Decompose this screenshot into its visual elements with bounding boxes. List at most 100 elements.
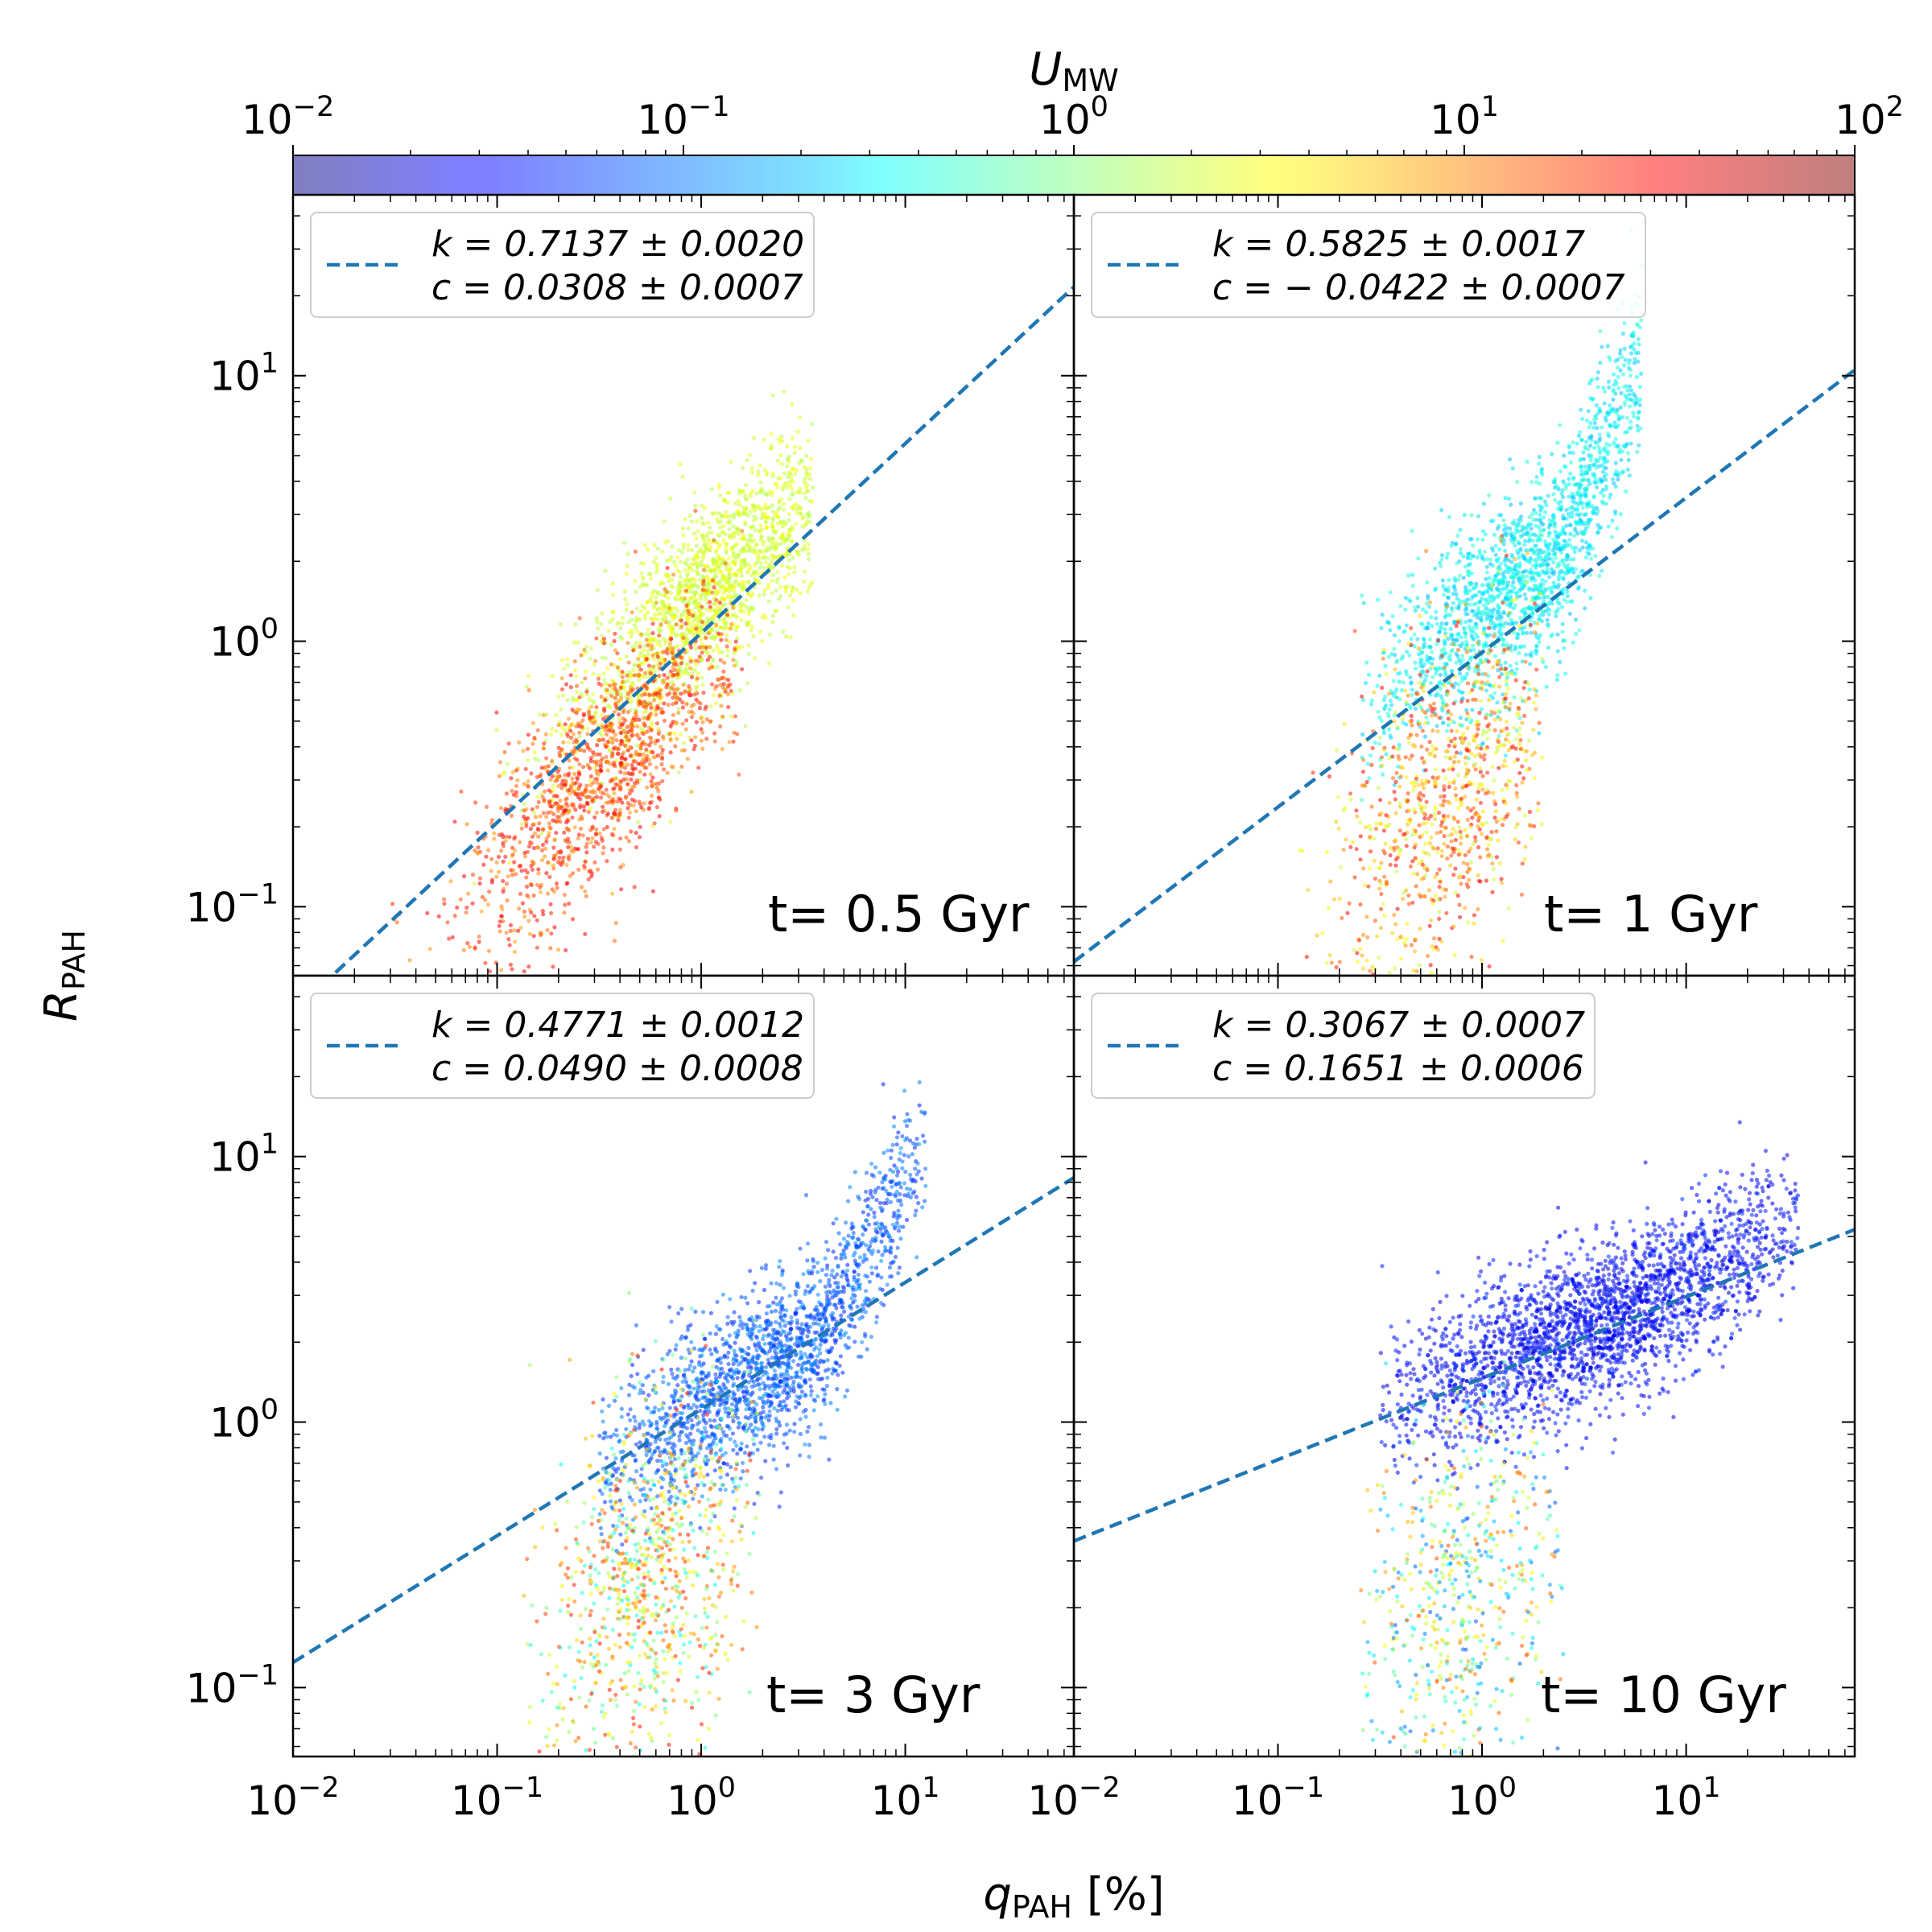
- scatter-point: [766, 583, 770, 587]
- scatter-point: [781, 630, 785, 634]
- scatter-point: [637, 678, 641, 682]
- scatter-point: [1538, 529, 1542, 533]
- scatter-point: [611, 778, 615, 782]
- scatter-point: [541, 828, 545, 832]
- scatter-point: [1530, 578, 1534, 582]
- scatter-point: [507, 741, 511, 745]
- scatter-point: [1595, 403, 1599, 407]
- scatter-point: [1551, 560, 1555, 564]
- scatter-point: [1510, 584, 1514, 588]
- scatter-point: [1561, 622, 1565, 626]
- scatter-point: [502, 860, 506, 864]
- scatter-point: [1587, 544, 1591, 548]
- scatter-point: [1455, 654, 1459, 658]
- scatter-point: [737, 489, 741, 493]
- scatter-point: [477, 845, 481, 849]
- scatter-point: [466, 892, 470, 896]
- scatter-point: [1517, 523, 1521, 527]
- scatter-point: [555, 713, 559, 717]
- scatter-point: [1404, 755, 1408, 759]
- scatter-point: [762, 588, 766, 592]
- scatter-point: [1515, 632, 1519, 636]
- scatter-point: [1586, 478, 1590, 482]
- scatter-point: [625, 572, 629, 576]
- scatter-point: [708, 704, 712, 708]
- scatter-point: [1622, 363, 1626, 367]
- scatter-point: [526, 964, 530, 968]
- scatter-point: [1600, 425, 1604, 429]
- scatter-point: [650, 654, 654, 658]
- scatter-point: [591, 700, 595, 704]
- scatter-point: [1482, 609, 1486, 613]
- scatter-point: [516, 929, 520, 933]
- scatter-point: [585, 727, 589, 731]
- scatter-point: [675, 695, 679, 699]
- scatter-point: [724, 510, 729, 514]
- scatter-point: [1555, 673, 1559, 677]
- scatter-point: [1370, 699, 1374, 703]
- scatter-point: [609, 642, 613, 646]
- scatter-point: [1446, 551, 1450, 555]
- scatter-point: [646, 649, 650, 653]
- scatter-point: [710, 487, 714, 491]
- scatter-point: [700, 605, 704, 609]
- scatter-point: [681, 722, 685, 726]
- scatter-point: [1408, 675, 1412, 679]
- scatter-point: [598, 753, 602, 757]
- scatter-point: [1622, 385, 1626, 389]
- scatter-point: [1509, 553, 1513, 557]
- scatter-point: [610, 892, 614, 896]
- scatter-point: [1528, 687, 1532, 691]
- scatter-point: [657, 729, 661, 733]
- scatter-point: [1637, 337, 1641, 341]
- scatter-point: [447, 936, 451, 940]
- scatter-point: [1482, 502, 1486, 506]
- scatter-point: [490, 818, 494, 822]
- scatter-point: [1525, 631, 1529, 635]
- scatter-point: [691, 577, 695, 581]
- scatter-point: [660, 751, 664, 755]
- scatter-point: [1554, 556, 1558, 560]
- scatter-point: [1531, 518, 1535, 522]
- scatter-point: [560, 861, 564, 865]
- scatter-point: [654, 556, 658, 560]
- scatter-point: [739, 609, 743, 613]
- scatter-point: [1543, 539, 1547, 543]
- scatter-point: [636, 657, 640, 661]
- scatter-point: [720, 577, 724, 581]
- scatter-point: [737, 499, 741, 503]
- scatter-point: [1447, 596, 1451, 600]
- scatter-point: [1533, 497, 1537, 501]
- scatter-point: [1495, 558, 1499, 562]
- scatter-point: [635, 733, 639, 737]
- legend-intercept-text: c = 0.0308 ± 0.0007: [431, 267, 803, 308]
- scatter-point: [1476, 555, 1480, 559]
- scatter-point: [533, 757, 537, 761]
- scatter-point: [721, 670, 725, 674]
- scatter-point: [677, 707, 681, 711]
- scatter-point: [738, 567, 742, 571]
- scatter-point: [442, 898, 446, 902]
- scatter-point: [1571, 440, 1575, 444]
- scatter-point: [687, 567, 691, 571]
- scatter-point: [706, 658, 710, 662]
- scatter-point: [727, 579, 731, 583]
- scatter-point: [1587, 425, 1591, 429]
- scatter-point: [578, 783, 582, 787]
- scatter-point: [1599, 525, 1603, 529]
- scatter-point: [1497, 734, 1501, 738]
- scatter-point: [602, 678, 606, 682]
- scatter-point: [510, 789, 514, 793]
- scatter-point: [1589, 453, 1593, 457]
- scatter-point: [619, 739, 623, 743]
- scatter-point: [704, 704, 708, 708]
- scatter-point: [762, 491, 766, 495]
- scatter-point: [639, 609, 643, 613]
- scatter-point: [555, 886, 559, 890]
- scatter-point: [679, 618, 683, 622]
- scatter-point: [1459, 751, 1463, 755]
- scatter-point: [582, 808, 586, 812]
- scatter-point: [711, 658, 715, 663]
- scatter-point: [1476, 907, 1480, 911]
- scatter-point: [1453, 588, 1457, 592]
